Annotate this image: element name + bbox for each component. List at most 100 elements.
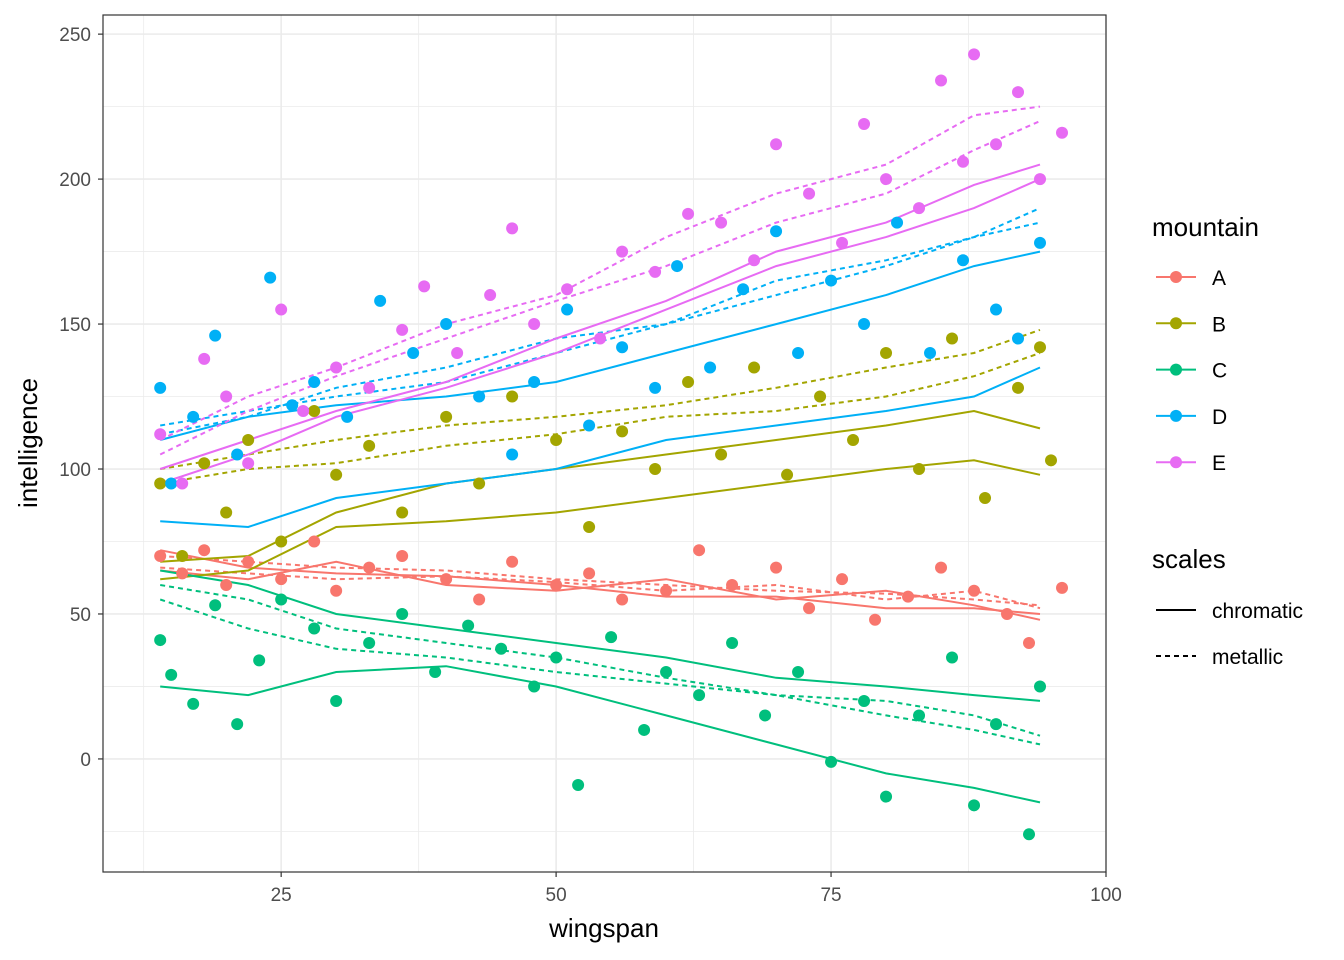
line-B-chromatic xyxy=(160,409,1041,563)
point-E xyxy=(803,187,816,200)
point-E xyxy=(649,265,662,278)
point-B xyxy=(1034,341,1047,354)
point-B xyxy=(715,448,728,461)
point-A xyxy=(440,573,453,586)
point-A xyxy=(770,561,783,574)
line-A-chromatic xyxy=(160,549,1041,615)
line-A-chromatic xyxy=(160,560,1041,621)
point-C xyxy=(462,619,475,632)
point-B xyxy=(946,332,959,345)
point-E xyxy=(418,280,431,293)
legend-key-point xyxy=(1170,456,1182,469)
point-E xyxy=(176,477,189,490)
point-D xyxy=(286,399,299,412)
point-E xyxy=(451,347,464,360)
point-A xyxy=(473,593,486,606)
point-A xyxy=(242,555,255,568)
point-C xyxy=(396,607,409,620)
point-E xyxy=(957,155,970,168)
point-C xyxy=(1023,828,1036,841)
point-A xyxy=(836,573,849,586)
point-D xyxy=(407,347,420,360)
point-B xyxy=(1045,454,1058,467)
point-D xyxy=(792,347,805,360)
point-B xyxy=(330,468,343,481)
point-D xyxy=(737,283,750,296)
point-E xyxy=(484,289,497,302)
point-D xyxy=(187,410,200,423)
point-B xyxy=(583,520,596,533)
point-A xyxy=(330,584,343,597)
x-tick-label: 100 xyxy=(1090,885,1122,906)
point-C xyxy=(990,718,1003,731)
x-tick-label: 50 xyxy=(546,885,567,906)
point-A xyxy=(660,584,673,597)
point-D xyxy=(341,410,354,423)
point-E xyxy=(1056,126,1069,139)
legend-title-scales: scales xyxy=(1152,544,1226,574)
point-D xyxy=(231,448,244,461)
point-D xyxy=(957,254,970,267)
line-D-metallic xyxy=(160,207,1041,427)
point-C xyxy=(946,651,959,664)
line-A-metallic xyxy=(160,566,1041,610)
point-E xyxy=(836,236,849,249)
point-B xyxy=(682,376,695,389)
point-A xyxy=(693,544,706,557)
point-D xyxy=(649,381,662,394)
point-E xyxy=(396,323,409,336)
x-axis-title: wingspan xyxy=(548,913,659,943)
plot-border xyxy=(102,14,1107,873)
line-E-chromatic xyxy=(159,163,1041,470)
point-A xyxy=(726,578,739,591)
point-A xyxy=(1001,607,1014,620)
point-D xyxy=(473,390,486,403)
point-D xyxy=(209,329,222,342)
point-B xyxy=(308,405,321,418)
axis-ticks: 25 50 75 100 0 50 100 150 200 250 xyxy=(59,25,1122,906)
point-A xyxy=(1023,636,1036,649)
point-A xyxy=(616,593,629,606)
point-E xyxy=(990,138,1003,151)
point-A xyxy=(275,573,288,586)
point-E xyxy=(242,457,255,470)
point-C xyxy=(759,709,772,722)
point-D xyxy=(825,274,838,287)
point-B xyxy=(440,410,453,423)
point-E xyxy=(880,173,893,186)
point-C xyxy=(1034,680,1047,693)
point-B xyxy=(473,477,486,490)
point-D xyxy=(616,341,629,354)
x-tick-label: 75 xyxy=(820,885,841,906)
line-B-metallic xyxy=(160,352,1041,485)
legend-key-point xyxy=(1170,409,1182,422)
point-E xyxy=(506,222,519,235)
point-A xyxy=(902,590,915,603)
point-B xyxy=(363,439,376,452)
point-D xyxy=(770,225,783,238)
point-E xyxy=(770,138,783,151)
point-C xyxy=(330,694,343,707)
point-D xyxy=(308,376,321,389)
point-A xyxy=(803,602,816,615)
point-A xyxy=(1056,581,1069,594)
point-C xyxy=(528,680,541,693)
point-B xyxy=(275,535,288,548)
point-A xyxy=(396,549,409,562)
line-B-chromatic xyxy=(160,459,1041,581)
legend-title-mountain: mountain xyxy=(1152,212,1259,242)
legend-key-point xyxy=(1170,271,1182,283)
point-C xyxy=(858,694,871,707)
point-D xyxy=(440,318,453,331)
point-A xyxy=(363,561,376,574)
point-B xyxy=(242,434,255,447)
grid xyxy=(103,15,1107,872)
point-A xyxy=(935,561,948,574)
point-A xyxy=(550,578,563,591)
point-B xyxy=(814,390,827,403)
point-E xyxy=(363,381,376,394)
point-C xyxy=(363,636,376,649)
point-E xyxy=(858,118,871,131)
